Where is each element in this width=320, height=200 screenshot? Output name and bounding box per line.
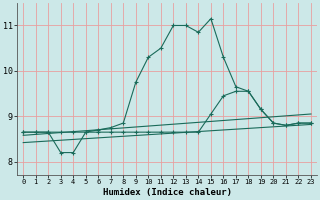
X-axis label: Humidex (Indice chaleur): Humidex (Indice chaleur) <box>103 188 232 197</box>
